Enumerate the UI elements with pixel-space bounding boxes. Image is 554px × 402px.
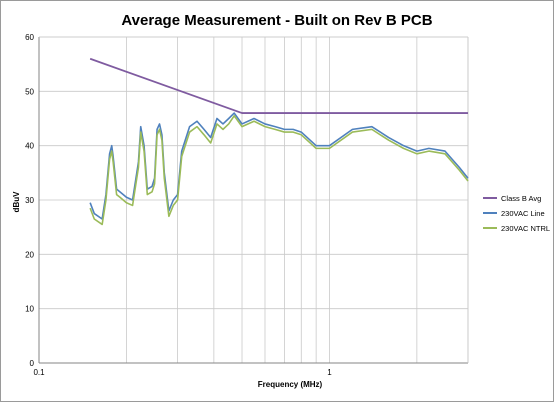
y-tick-label: 40 — [25, 142, 34, 151]
chart-title: Average Measurement - Built on Rev B PCB — [121, 12, 432, 29]
x-tick-label: 1 — [327, 368, 332, 377]
y-tick-label: 20 — [25, 250, 34, 259]
legend-label: 230VAC NTRL — [501, 224, 550, 233]
y-tick-label: 30 — [25, 196, 34, 205]
x-axis-label: Frequency (MHz) — [258, 380, 323, 389]
series-line — [89, 57, 468, 114]
y-tick-label: 10 — [25, 305, 34, 314]
x-tick-label: 0.1 — [33, 368, 45, 377]
y-tick-label: 0 — [30, 359, 35, 368]
legend-label: 230VAC Line — [501, 209, 545, 218]
y-tick-label: 50 — [25, 87, 34, 96]
grid — [38, 36, 469, 364]
legend: Class B Avg 230VAC Line 230VAC NTRL — [483, 194, 550, 233]
series-line — [89, 114, 469, 226]
y-axis-label: dBuV — [12, 191, 21, 213]
series-lines — [89, 57, 469, 226]
tick-labels: 0 10 20 30 40 50 60 0.1 1 — [25, 33, 332, 377]
y-tick-label: 60 — [25, 33, 34, 42]
legend-label: Class B Avg — [501, 194, 541, 203]
series-line — [89, 112, 469, 220]
axes — [38, 36, 469, 364]
